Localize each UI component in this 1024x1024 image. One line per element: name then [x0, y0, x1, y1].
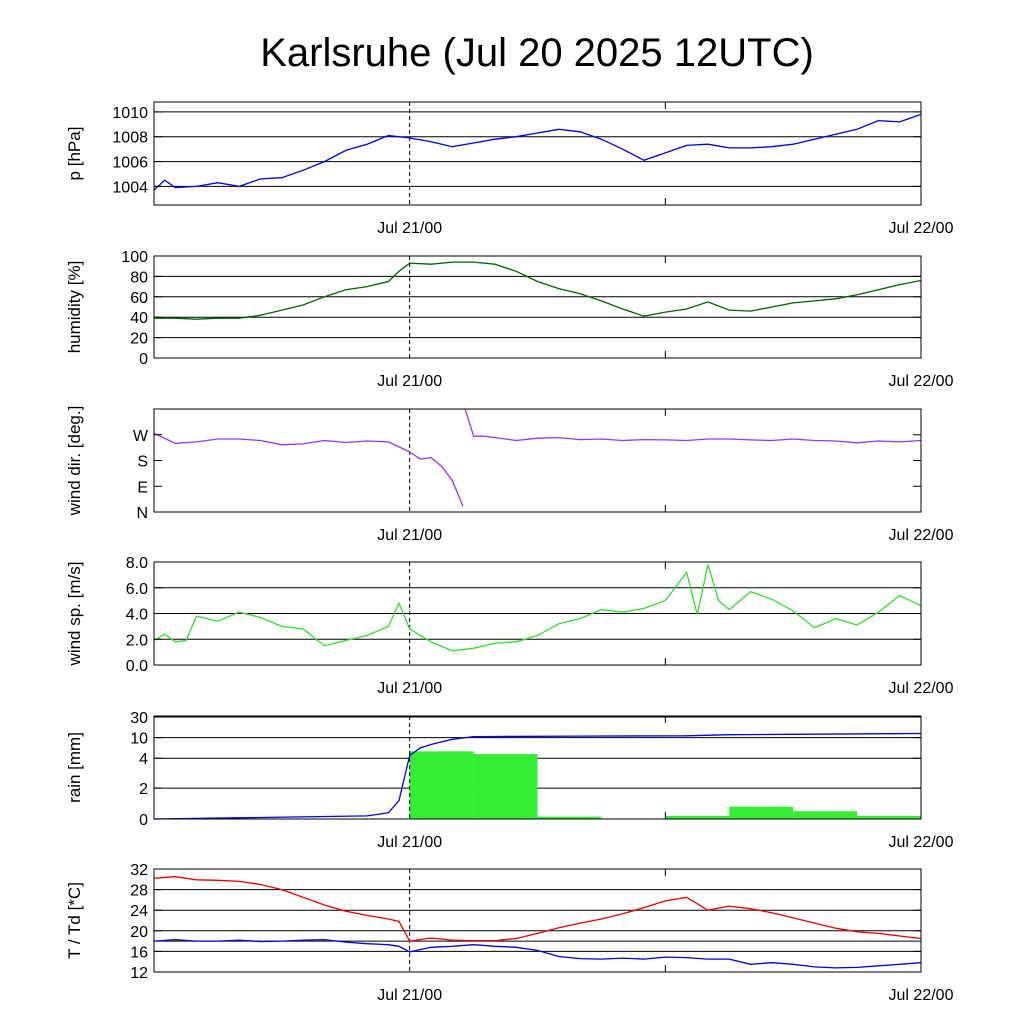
y-tick-label: 8.0	[126, 555, 148, 572]
y-tick-label: 1008	[112, 130, 148, 147]
y-axis-label: rain [mm]	[65, 732, 84, 803]
y-tick-label: 4	[139, 751, 148, 768]
y-tick-label: W	[133, 428, 149, 445]
y-tick-label: E	[137, 479, 148, 496]
y-tick-label: 4.0	[126, 607, 148, 624]
series-line-rain-0	[153, 732, 922, 820]
x-tick-label: Jul 21/00	[377, 527, 442, 544]
panel-rain: 0 2 4 10 30 Jul 21/00 Jul 22/00 rain [mm]	[65, 710, 954, 851]
series-line-temperature-dewpoint-1	[153, 938, 922, 969]
series-line-wind-speed-0	[153, 564, 922, 652]
y-tick-label: N	[136, 505, 148, 522]
rain-bar	[729, 806, 794, 819]
series-line-humidity-0	[154, 261, 922, 320]
rain-bar	[793, 811, 858, 819]
series-line-pressure-0	[153, 113, 922, 191]
x-tick-label: Jul 21/00	[377, 220, 442, 237]
y-tick-label: 80	[130, 269, 148, 286]
x-tick-label: Jul 21/00	[377, 680, 442, 697]
x-tick-label: Jul 22/00	[889, 527, 954, 544]
plot-frame	[153, 101, 922, 206]
plot-frame	[153, 868, 922, 973]
y-axis-label: p [hPa]	[65, 127, 84, 181]
chart-title: Karlsruhe (Jul 20 2025 12UTC)	[260, 31, 814, 75]
rain-bar	[537, 816, 602, 819]
y-tick-label: 10	[130, 731, 148, 748]
x-tick-label: Jul 21/00	[377, 373, 442, 390]
y-tick-label: S	[137, 454, 148, 471]
y-tick-label: 28	[130, 883, 148, 900]
rain-bar	[857, 815, 921, 819]
panel-temperature-dewpoint: 12 16 20 24 28 32 Jul 21/00 Jul 22/00 T / Td [*C…	[65, 862, 954, 1004]
plot-frame	[153, 715, 922, 820]
y-tick-label: 2	[139, 781, 148, 798]
series-line-temperature-dewpoint-0	[153, 876, 922, 942]
plot-frame	[153, 408, 922, 513]
panel-pressure: 1004 1006 1008 1010 Jul 21/00 Jul 22/00 p [hPa…	[65, 101, 954, 237]
y-tick-label: 0.0	[126, 658, 148, 675]
rain-bar	[409, 751, 474, 819]
y-tick-label: 60	[130, 290, 148, 307]
y-axis-label: T / Td [*C]	[65, 882, 84, 959]
y-tick-label: 12	[130, 965, 148, 982]
x-tick-label: Jul 21/00	[377, 987, 442, 1004]
y-tick-label: 0	[139, 351, 148, 368]
y-tick-label: 1010	[112, 105, 148, 122]
series-line-wind-direction-0	[153, 432, 464, 507]
x-tick-label: Jul 22/00	[889, 834, 954, 851]
rain-bar	[473, 754, 538, 819]
panel-humidity: 0 20 40 60 80 100 Jul 21/00 Jul 22/00 humidity […	[65, 249, 954, 390]
y-tick-label: 40	[130, 310, 148, 327]
y-tick-label: 20	[130, 331, 148, 348]
y-axis-label: wind sp. [m/s]	[65, 562, 84, 667]
y-tick-label: 16	[130, 944, 148, 961]
series-line-wind-direction-0	[464, 408, 922, 444]
y-tick-label: 100	[121, 249, 148, 266]
y-tick-label: 32	[130, 862, 148, 879]
y-axis-label: wind dir. [deg.]	[65, 406, 84, 517]
x-tick-label: Jul 21/00	[377, 834, 442, 851]
rain-bar	[665, 815, 730, 819]
x-tick-label: Jul 22/00	[889, 373, 954, 390]
y-tick-label: 1004	[112, 179, 148, 196]
y-tick-label: 6.0	[126, 581, 148, 598]
x-tick-label: Jul 22/00	[889, 220, 954, 237]
y-tick-label: 24	[130, 903, 148, 920]
plot-frame	[153, 255, 922, 359]
x-tick-label: Jul 22/00	[889, 987, 954, 1004]
y-axis-label: humidity [%]	[65, 261, 84, 354]
y-tick-label: 2.0	[126, 632, 148, 649]
y-tick-label: 20	[130, 924, 148, 941]
y-tick-label: 30	[130, 710, 148, 727]
y-tick-label: 0	[139, 812, 148, 829]
x-tick-label: Jul 22/00	[889, 680, 954, 697]
panel-wind-speed: 0.0 2.0 4.0 6.0 8.0 Jul 21/00 Jul 22/00 wind sp…	[65, 555, 954, 697]
y-tick-label: 1006	[112, 155, 148, 172]
